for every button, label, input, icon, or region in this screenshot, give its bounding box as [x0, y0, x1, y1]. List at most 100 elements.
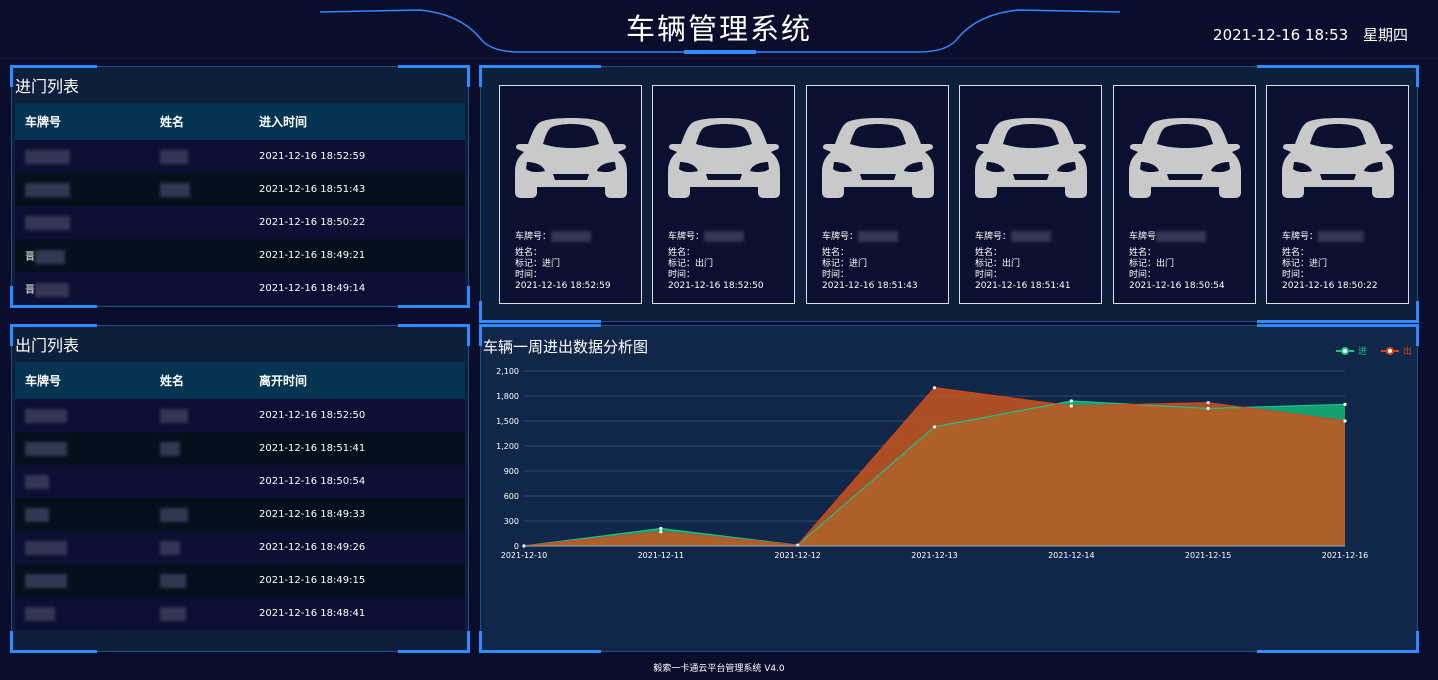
x-tick-label: 2021-12-12	[774, 551, 821, 560]
column-header-plate: 车牌号	[25, 374, 62, 388]
table-row[interactable]: 2021-12-16 18:49:26	[15, 531, 465, 564]
plate-label: 车牌号：	[822, 232, 859, 242]
header-frame	[0, 9, 1438, 59]
y-tick-label: 900	[504, 467, 519, 476]
time-cell: 2021-12-16 18:52:59	[259, 151, 366, 162]
table-row[interactable]: 2021-12-16 18:50:22	[15, 206, 465, 239]
time-cell: 2021-12-16 18:51:43	[259, 184, 366, 195]
time-cell: 2021-12-16 18:50:54	[259, 476, 366, 487]
table-row[interactable]: 晋 2021-12-16 18:49:14	[15, 272, 465, 305]
data-point	[659, 530, 663, 534]
header: 车辆管理系统 2021-12-16 18:53 星期四	[0, 0, 1438, 60]
time-label: 时间：	[1129, 270, 1157, 280]
name-label: 姓名：	[515, 248, 543, 258]
table-row[interactable]: 2021-12-16 18:52:50	[15, 399, 465, 432]
time-label: 时间：	[515, 270, 543, 280]
vehicle-card-info: 车牌号 姓名： 标记：出门 时间： 2021-12-16 18:50:54	[1129, 231, 1225, 292]
data-point	[1343, 419, 1347, 423]
car-icon	[668, 118, 780, 198]
x-tick-label: 2021-12-11	[638, 551, 685, 560]
time-label: 时间：	[668, 270, 696, 280]
x-tick-label: 2021-12-16	[1322, 551, 1369, 560]
y-tick-label: 1,500	[496, 417, 519, 426]
y-tick-label: 600	[504, 492, 519, 501]
column-header-exit-time: 离开时间	[259, 374, 308, 388]
table-row[interactable]: 2021-12-16 18:50:54	[15, 465, 465, 498]
table-row[interactable]: 2021-12-16 18:48:41	[15, 597, 465, 630]
time-value: 2021-12-16 18:50:54	[1129, 281, 1225, 291]
datetime-display: 2021-12-16 18:53 星期四	[1203, 24, 1408, 45]
time-cell: 2021-12-16 18:49:26	[259, 542, 366, 553]
y-tick-label: 1,800	[496, 392, 519, 401]
car-icon	[515, 118, 627, 198]
vehicle-card[interactable]: 车牌号： 姓名： 标记：进门 时间： 2021-12-16 18:51:43	[806, 85, 949, 304]
name-label: 姓名：	[1129, 248, 1157, 258]
mark-label: 标记：	[1282, 259, 1310, 269]
vehicle-card[interactable]: 车牌号： 姓名： 标记：进门 时间： 2021-12-16 18:50:22	[1266, 85, 1409, 304]
mark-value: 出门	[1002, 259, 1021, 269]
mark-label: 标记：	[1129, 259, 1157, 269]
table-row[interactable]: 晋 2021-12-16 18:49:21	[15, 239, 465, 272]
table-row[interactable]: 2021-12-16 18:49:15	[15, 564, 465, 597]
plate-label: 车牌号	[1129, 232, 1157, 242]
current-weekday: 星期四	[1362, 26, 1408, 44]
table-row[interactable]: 2021-12-16 18:49:33	[15, 498, 465, 531]
plate-cell: 晋	[25, 284, 35, 296]
x-tick-label: 2021-12-13	[911, 551, 958, 560]
table-row[interactable]: 2021-12-16 18:51:41	[15, 432, 465, 465]
mark-value: 进门	[1309, 259, 1328, 269]
car-icon	[975, 118, 1087, 198]
data-point	[1206, 401, 1210, 405]
y-tick-label: 2,100	[496, 367, 519, 376]
time-cell: 2021-12-16 18:52:50	[259, 410, 366, 421]
mark-label: 标记：	[975, 259, 1003, 269]
data-point	[659, 526, 663, 531]
legend-item-in[interactable]: 进	[1335, 344, 1367, 357]
entry-list-title: 进门列表	[15, 77, 80, 96]
time-label: 时间：	[1282, 270, 1310, 280]
exit-table: 车牌号 姓名 离开时间 2021-12-16 18:52:50 2021-12-…	[15, 362, 465, 630]
time-value: 2021-12-16 18:52:59	[515, 281, 611, 291]
time-cell: 2021-12-16 18:49:33	[259, 509, 366, 520]
plate-cell: 晋	[25, 251, 35, 263]
x-tick-label: 2021-12-10	[501, 551, 548, 560]
table-row[interactable]: 2021-12-16 18:52:59	[15, 140, 465, 173]
mark-label: 标记：	[822, 259, 850, 269]
vehicle-card[interactable]: 车牌号： 姓名： 标记：进门 时间： 2021-12-16 18:52:59	[499, 85, 642, 304]
data-point	[932, 425, 937, 429]
time-cell: 2021-12-16 18:49:14	[259, 283, 366, 294]
mark-value: 进门	[542, 259, 561, 269]
plate-label: 车牌号：	[515, 232, 552, 242]
time-label: 时间：	[822, 270, 850, 280]
vehicle-card[interactable]: 车牌号： 姓名： 标记：出门 时间： 2021-12-16 18:51:41	[959, 85, 1102, 304]
legend-label-in: 进	[1357, 347, 1367, 357]
mark-value: 进门	[849, 259, 868, 269]
time-label: 时间：	[975, 270, 1003, 280]
current-datetime: 2021-12-16 18:53	[1213, 26, 1349, 44]
legend-label-out: 出	[1402, 347, 1412, 357]
data-point	[1069, 399, 1073, 403]
table-row[interactable]: 2021-12-16 18:51:43	[15, 173, 465, 206]
area-chart: 0 300 600 900 1,200 1,500 1,800 2,100 2021-12-10…	[496, 367, 1369, 560]
series-area-1	[524, 387, 1345, 546]
column-header-plate: 车牌号	[25, 115, 62, 129]
car-icon	[1129, 118, 1241, 198]
time-value: 2021-12-16 18:50:22	[1282, 281, 1378, 291]
exit-list-title: 出门列表	[15, 336, 80, 355]
name-label: 姓名：	[975, 248, 1003, 258]
plate-label: 车牌号：	[1282, 232, 1319, 242]
vehicle-card[interactable]: 车牌号： 姓名： 标记：出门 时间： 2021-12-16 18:52:50	[652, 85, 795, 304]
time-cell: 2021-12-16 18:48:41	[259, 608, 366, 619]
vehicle-card-info: 车牌号： 姓名： 标记：进门 时间： 2021-12-16 18:51:43	[822, 231, 918, 292]
vehicle-card[interactable]: 车牌号 姓名： 标记：出门 时间： 2021-12-16 18:50:54	[1113, 85, 1256, 304]
column-header-name: 姓名	[160, 374, 185, 388]
mark-value: 出门	[1156, 259, 1175, 269]
time-value: 2021-12-16 18:52:50	[668, 281, 764, 291]
car-icon	[1282, 118, 1394, 198]
name-label: 姓名：	[1282, 248, 1310, 258]
x-tick-label: 2021-12-15	[1185, 551, 1232, 560]
entry-table-header: 车牌号 姓名 进入时间	[15, 103, 465, 140]
mark-value: 出门	[695, 259, 714, 269]
vehicle-card-info: 车牌号： 姓名： 标记：进门 时间： 2021-12-16 18:52:59	[515, 231, 611, 292]
legend-item-out[interactable]: 出	[1380, 344, 1412, 357]
